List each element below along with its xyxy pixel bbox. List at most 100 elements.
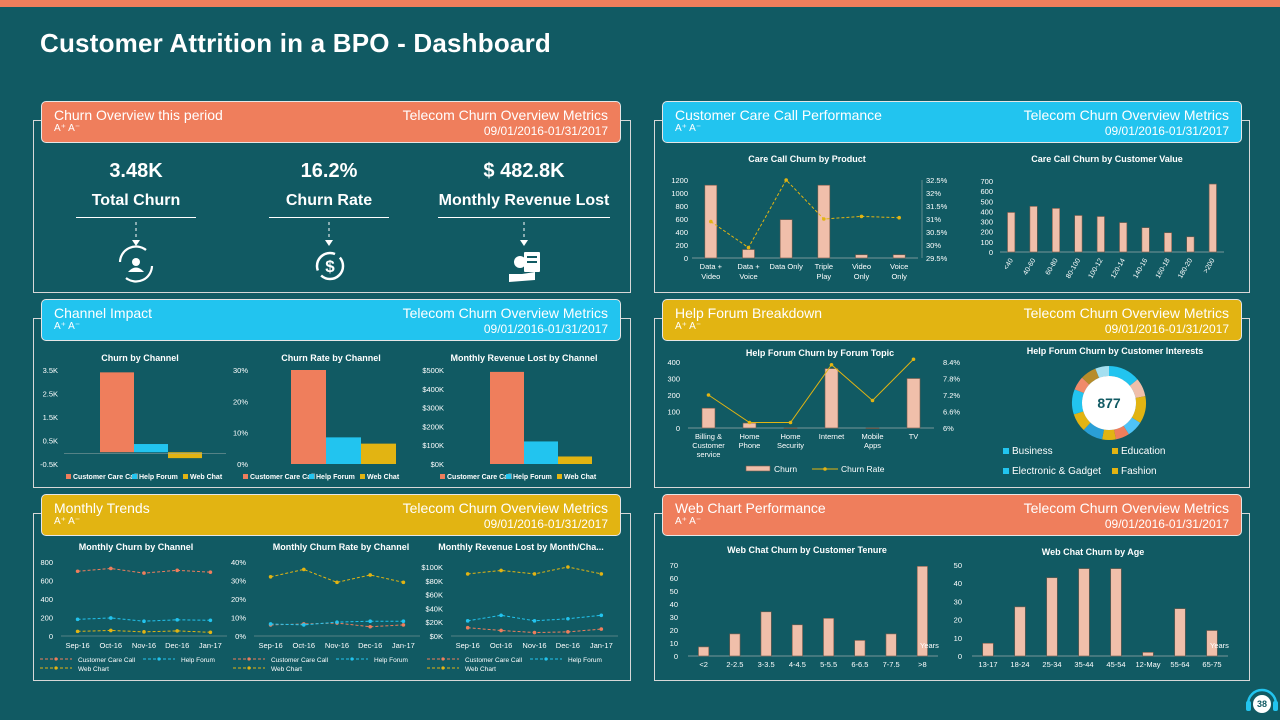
y-tick-label: 30 bbox=[670, 613, 678, 622]
legend-label: Customer Care Call bbox=[465, 657, 523, 664]
y-tick-label: 300 bbox=[980, 218, 993, 227]
line-point bbox=[499, 628, 503, 633]
headset-band bbox=[1246, 688, 1278, 705]
header-title: Churn Overview this period bbox=[54, 107, 223, 123]
y-tick-label: $200K bbox=[422, 422, 444, 431]
line-point bbox=[822, 217, 826, 221]
y-tick-label: 10% bbox=[233, 429, 248, 438]
legend-swatch bbox=[1003, 468, 1009, 474]
line-point bbox=[142, 571, 146, 575]
legend-swatch bbox=[506, 474, 511, 479]
chart-title: Monthly Churn Rate by Channel bbox=[273, 542, 410, 552]
line-point bbox=[268, 622, 273, 626]
line-point bbox=[465, 619, 470, 623]
bar bbox=[524, 441, 558, 464]
bar bbox=[779, 219, 793, 259]
line-point bbox=[208, 618, 213, 623]
legend-swatch bbox=[309, 474, 314, 479]
header-subtitle: Telecom Churn Overview Metrics bbox=[1023, 305, 1229, 321]
bar bbox=[1078, 568, 1090, 657]
x-tick-label: Play bbox=[817, 272, 832, 281]
y-tick-label: 1.5K bbox=[43, 413, 58, 422]
x-tick-label: Home bbox=[739, 432, 759, 441]
font-size-icon[interactable]: A⁺ A⁻ bbox=[675, 516, 702, 527]
y-tick-label: 0.5K bbox=[43, 437, 58, 446]
header-title: Monthly Trends bbox=[54, 500, 150, 516]
font-size-icon[interactable]: A⁺ A⁻ bbox=[54, 516, 81, 527]
header-date: 09/01/2016-01/31/2017 bbox=[1104, 517, 1229, 531]
headset-icon bbox=[1246, 688, 1278, 711]
legend-swatch bbox=[157, 657, 161, 661]
x-tick-label: Mobile bbox=[861, 432, 883, 441]
font-size-icon[interactable]: A⁺ A⁻ bbox=[54, 321, 81, 332]
bar bbox=[1119, 222, 1128, 253]
bar bbox=[1174, 608, 1186, 657]
y-tick-label: 50 bbox=[670, 587, 678, 596]
legend-label: Churn bbox=[774, 464, 797, 474]
legend-label: Fashion bbox=[1121, 466, 1157, 477]
legend-swatch bbox=[544, 657, 548, 661]
chart-title: Web Chat Churn by Customer Tenure bbox=[727, 545, 887, 555]
line-point bbox=[870, 398, 875, 403]
y-tick-label: 0% bbox=[235, 632, 246, 641]
chart-title: Churn Rate by Channel bbox=[281, 353, 381, 363]
y-tick-label: 1000 bbox=[671, 189, 688, 198]
line-point bbox=[109, 616, 113, 620]
legend-label: Web Chart bbox=[271, 666, 302, 673]
y-tick-label: 0 bbox=[674, 652, 678, 661]
headset-ear bbox=[1273, 701, 1278, 711]
line-point bbox=[175, 568, 179, 573]
x-tick-label: Data Only bbox=[769, 262, 803, 271]
header-date: 09/01/2016-01/31/2017 bbox=[1104, 322, 1229, 336]
y-tick-label: 3.5K bbox=[43, 366, 58, 375]
x-tick-label: Phone bbox=[739, 441, 761, 450]
line-point bbox=[465, 625, 470, 630]
header-channel-impact: Channel Impact Telecom Churn Overview Me… bbox=[41, 299, 621, 341]
x-tick-label: 13-17 bbox=[978, 660, 997, 669]
x-unit-label: Years bbox=[920, 641, 939, 650]
font-size-icon[interactable]: A⁺ A⁻ bbox=[675, 321, 702, 332]
y-tick-label: 400 bbox=[675, 228, 688, 237]
line-point bbox=[268, 575, 273, 579]
donut-slice bbox=[1123, 417, 1141, 435]
x-tick-label: Billing & bbox=[695, 432, 722, 441]
x-tick-label: Dec-16 bbox=[358, 641, 382, 650]
x-tick-label: 160-18 bbox=[1155, 257, 1172, 279]
legend-swatch bbox=[440, 474, 445, 479]
donut-slice bbox=[1113, 425, 1129, 440]
legend-label: Business bbox=[1012, 446, 1053, 457]
x-tick-label: 18-24 bbox=[1010, 660, 1029, 669]
y-tick-label: 500 bbox=[980, 197, 993, 206]
header-title: Help Forum Breakdown bbox=[675, 305, 823, 321]
legend-label: Web Chart bbox=[78, 666, 109, 673]
y2-tick-label: 31% bbox=[926, 215, 941, 224]
legend-swatch bbox=[745, 465, 771, 472]
y2-tick-label: 30.5% bbox=[926, 228, 948, 237]
line-point bbox=[368, 619, 373, 623]
x-tick-label: Oct-16 bbox=[100, 641, 123, 650]
y2-tick-label: 6.6% bbox=[943, 408, 960, 417]
legend-swatch bbox=[557, 474, 562, 479]
y-tick-label: 400 bbox=[980, 207, 993, 216]
font-size-icon[interactable]: A⁺ A⁻ bbox=[675, 123, 702, 134]
bar bbox=[865, 427, 880, 429]
x-tick-label: Video bbox=[852, 262, 871, 271]
legend-label: Help Forum bbox=[139, 474, 178, 481]
x-tick-label: 40-60 bbox=[1022, 257, 1037, 276]
x-tick-label: 80-100 bbox=[1065, 257, 1082, 279]
y-tick-label: 1200 bbox=[671, 176, 688, 185]
bar bbox=[291, 370, 326, 464]
kpi-underline bbox=[76, 217, 196, 218]
bar bbox=[1096, 216, 1105, 253]
legend-swatch bbox=[1112, 468, 1118, 474]
legend-label: Web Chat bbox=[190, 474, 223, 481]
chart-title: Care Call Churn by Customer Value bbox=[1031, 154, 1183, 164]
x-tick-label: Nov-16 bbox=[522, 641, 546, 650]
y-tick-label: 10 bbox=[954, 634, 962, 643]
line-point bbox=[208, 630, 213, 635]
bar bbox=[885, 633, 897, 657]
line-point bbox=[599, 572, 604, 576]
font-size-icon[interactable]: A⁺ A⁻ bbox=[54, 123, 81, 134]
donut-slice bbox=[1129, 379, 1146, 399]
x-tick-label: <2 bbox=[699, 660, 708, 669]
